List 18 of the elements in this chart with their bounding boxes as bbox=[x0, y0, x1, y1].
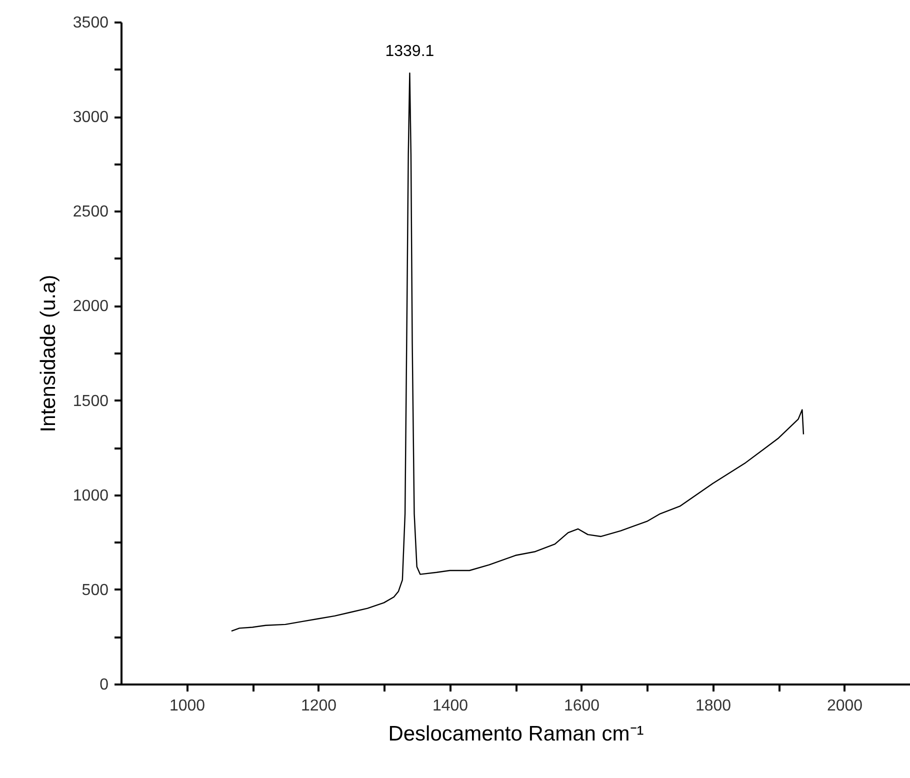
x-tick-label: 1400 bbox=[432, 698, 468, 714]
y-tick-label: 500 bbox=[82, 582, 109, 599]
x-tick-label: 1800 bbox=[695, 698, 732, 714]
y-tick-label: 2500 bbox=[72, 204, 109, 221]
y-tick-label: 2000 bbox=[72, 298, 109, 316]
y-tick-label: 1000 bbox=[72, 487, 109, 504]
y-tick-label: 0 bbox=[100, 676, 109, 694]
annotation: 1339.1 bbox=[385, 43, 434, 60]
y-tick-label: 1500 bbox=[72, 392, 109, 410]
x-tick-label: 1600 bbox=[564, 698, 600, 714]
x-tick-label: 1200 bbox=[300, 698, 337, 714]
x-axis-title: Deslocamento Raman cm⁻¹ bbox=[388, 722, 644, 746]
y-tick-label: 3000 bbox=[72, 109, 109, 126]
y-axis-title: Intensidade (u.a) bbox=[36, 274, 60, 432]
y-tick-label: 3500 bbox=[72, 14, 109, 32]
x-tick-label: 1000 bbox=[169, 698, 206, 714]
line-series bbox=[230, 72, 804, 632]
x-tick-label: 2000 bbox=[826, 698, 863, 714]
